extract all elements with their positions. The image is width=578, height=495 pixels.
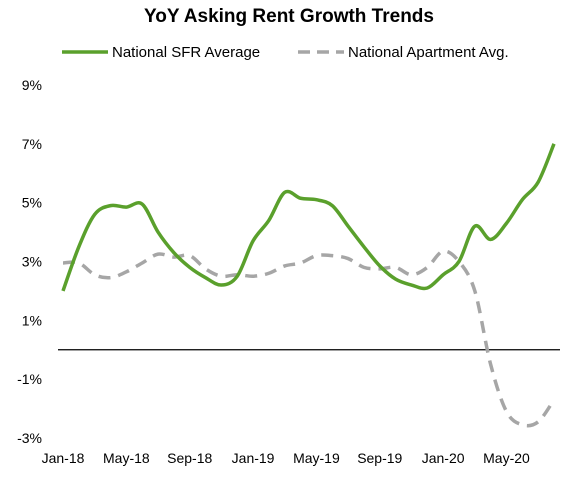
series-line-sfr: [61, 143, 556, 292]
x-tick-label: Sep-18: [167, 450, 212, 466]
y-tick-label: 3%: [22, 254, 42, 270]
y-tick-label: 7%: [22, 136, 42, 152]
x-tick-label: Jan-19: [232, 450, 275, 466]
y-tick-label: -1%: [17, 371, 42, 387]
y-tick-label: 1%: [22, 312, 42, 328]
y-tick-label: 5%: [22, 195, 42, 211]
legend-label-apartment: National Apartment Avg.: [348, 43, 509, 61]
legend-swatch-sfr: [62, 50, 108, 54]
y-tick-label: 9%: [22, 77, 42, 93]
x-tick-label: Sep-19: [357, 450, 402, 466]
legend-label-sfr: National SFR Average: [112, 43, 261, 61]
x-tick-label: Jan-20: [422, 450, 465, 466]
series-line-apartment: [62, 249, 556, 428]
legend: National SFR Average National Apartment …: [0, 40, 578, 64]
x-tick-label: Jan-18: [42, 450, 85, 466]
x-tick-label: May-20: [483, 450, 530, 466]
legend-swatch-apartment: [298, 50, 344, 54]
legend-item-sfr: National SFR Average: [62, 40, 260, 64]
x-tick-label: May-18: [103, 450, 150, 466]
x-tick-label: May-19: [293, 450, 340, 466]
legend-item-apartment: National Apartment Avg.: [298, 40, 509, 64]
chart-title: YoY Asking Rent Growth Trends: [144, 6, 434, 27]
y-tick-label: -3%: [17, 430, 42, 446]
